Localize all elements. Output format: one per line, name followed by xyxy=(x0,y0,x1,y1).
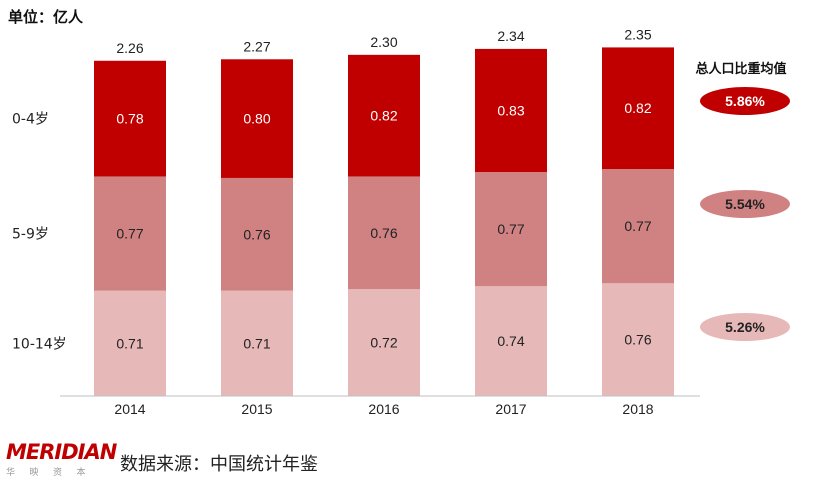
total-label-2016: 2.30 xyxy=(370,34,397,50)
x-tick-2014: 2014 xyxy=(114,401,145,417)
bar-segment-2014-0 xyxy=(94,290,166,396)
value-label-2016-1: 0.76 xyxy=(370,225,397,241)
bar-segment-2016-2 xyxy=(348,54,420,177)
series-label-2: 0-4岁 xyxy=(12,112,49,128)
value-label-2018-1: 0.77 xyxy=(624,218,651,234)
value-label-2014-0: 0.71 xyxy=(116,335,143,351)
value-label-2015-1: 0.76 xyxy=(243,226,270,242)
bar-segment-2017-0 xyxy=(475,286,547,396)
series-label-1: 5-9岁 xyxy=(12,227,49,243)
bar-segment-2016-1 xyxy=(348,176,420,290)
unit-label: 单位：亿人 xyxy=(8,9,84,26)
avg-badge-10-14: 5.26% xyxy=(700,313,790,341)
bar-segment-2018-1 xyxy=(602,169,674,284)
total-label-2015: 2.27 xyxy=(243,38,270,54)
value-label-2016-0: 0.72 xyxy=(370,335,397,351)
series-label-0: 10-14岁 xyxy=(12,336,67,352)
value-label-2015-0: 0.71 xyxy=(243,335,270,351)
bar-segment-2017-1 xyxy=(475,172,547,287)
value-label-2017-1: 0.77 xyxy=(497,221,524,237)
bar-segment-2014-2 xyxy=(94,60,166,177)
value-label-2017-2: 0.83 xyxy=(497,102,524,118)
bar-segment-2015-2 xyxy=(221,59,293,178)
value-label-2017-0: 0.74 xyxy=(497,333,524,349)
bar-segment-2015-1 xyxy=(221,177,293,291)
value-label-2014-1: 0.77 xyxy=(116,226,143,242)
avg-badge-5-9: 5.54% xyxy=(700,190,790,218)
series-labels: 10-14岁 5-9岁 0-4岁 xyxy=(12,112,67,353)
legend-title: 总人口比重均值 xyxy=(695,61,787,76)
bar-segment-2014-1 xyxy=(94,176,166,291)
total-label-2014: 2.26 xyxy=(116,40,143,56)
value-label-2018-0: 0.76 xyxy=(624,332,651,348)
x-tick-2015: 2015 xyxy=(241,401,272,417)
value-label-2018-2: 0.82 xyxy=(624,100,651,116)
x-tick-labels: 2014 2015 2016 2017 2018 xyxy=(114,401,653,417)
avg-badge-0-4: 5.86% xyxy=(700,87,790,115)
bar-segment-2016-0 xyxy=(348,289,420,396)
x-tick-2016: 2016 xyxy=(368,401,399,417)
bar-segment-2015-0 xyxy=(221,290,293,396)
meridian-logo: MERIDIAN 华 映 资 本 xyxy=(6,440,117,485)
labels-group: 0.71 0.77 0.78 2.26 0.71 0.76 0.80 2.27 0.72 0.76… xyxy=(116,26,651,351)
bars-group xyxy=(94,47,674,396)
value-label-2015-2: 0.80 xyxy=(243,111,270,127)
x-tick-2018: 2018 xyxy=(622,401,653,417)
source-note: 数据来源：中国统计年鉴 xyxy=(120,454,318,475)
bar-segment-2018-0 xyxy=(602,283,674,396)
logo-wordmark: MERIDIAN xyxy=(6,440,117,464)
value-label-2016-2: 0.82 xyxy=(370,108,397,124)
total-label-2018: 2.35 xyxy=(624,26,651,42)
bar-segment-2017-2 xyxy=(475,48,547,173)
bar-segment-2018-2 xyxy=(602,47,674,170)
logo-subtitle: 华 映 资 本 xyxy=(6,467,92,477)
value-label-2014-2: 0.78 xyxy=(116,111,143,127)
total-label-2017: 2.34 xyxy=(497,28,524,44)
x-tick-2017: 2017 xyxy=(495,401,526,417)
